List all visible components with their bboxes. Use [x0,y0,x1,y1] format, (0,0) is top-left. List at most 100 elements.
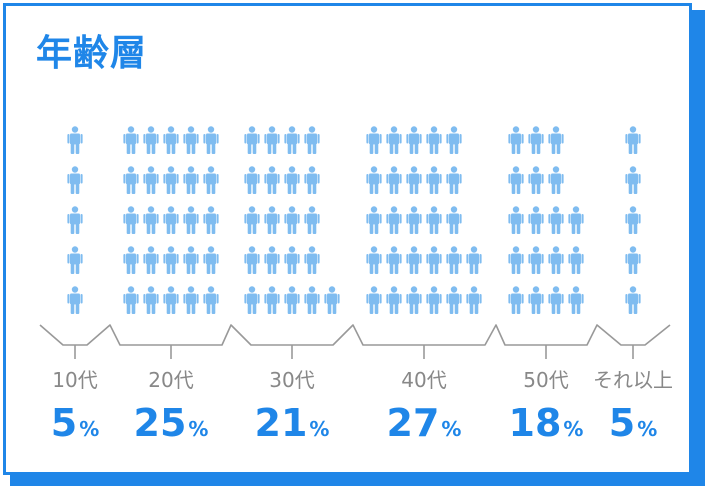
person-icon [406,246,421,274]
person-icon [528,246,543,274]
person-icon [426,166,441,194]
person-icon [508,206,523,234]
person-icon [163,206,178,234]
person-icon [366,126,381,154]
person-icon [123,246,138,274]
person-icon [406,286,421,314]
person-icon [67,286,82,314]
person-icon [304,166,319,194]
person-icon [366,166,381,194]
person-icon [386,166,401,194]
data-label: 27% [387,401,462,445]
person-icon [568,206,583,234]
person-icon [67,206,82,234]
person-icon [386,246,401,274]
person-icon [203,126,218,154]
person-icon [284,126,299,154]
person-icon [67,126,82,154]
category-label: 10代 [52,368,97,392]
person-icon [304,246,319,274]
person-icon [244,246,259,274]
person-icon [67,246,82,274]
category-label: それ以上 [593,368,673,392]
person-icon [264,206,279,234]
person-icon [446,126,461,154]
person-icon [244,286,259,314]
person-icon [143,286,158,314]
person-icon [386,286,401,314]
person-icon [528,286,543,314]
person-icon [244,166,259,194]
person-icon [244,206,259,234]
person-icon [203,286,218,314]
person-icon [548,246,563,274]
person-icon [625,206,640,234]
person-icon [426,286,441,314]
person-icon [143,246,158,274]
bar-3 [244,126,339,314]
person-icon [406,206,421,234]
person-icon [528,206,543,234]
person-icon [548,126,563,154]
person-icon [548,286,563,314]
person-icon [163,246,178,274]
axis-line [40,325,670,345]
person-icon [366,286,381,314]
person-icon [548,206,563,234]
person-icon [183,166,198,194]
person-icon [508,166,523,194]
person-icon [264,286,279,314]
person-icon [625,166,640,194]
data-label: 5% [609,401,658,445]
bar-2 [123,126,218,314]
person-icon [446,246,461,274]
person-icon [203,246,218,274]
bar-4 [366,126,481,314]
person-icon [123,286,138,314]
person-icon [304,206,319,234]
person-icon [426,126,441,154]
person-icon [324,286,339,314]
person-icon [264,126,279,154]
person-icon [67,166,82,194]
person-icon [446,286,461,314]
bar-5 [508,126,583,314]
person-icon [508,126,523,154]
person-icon [284,206,299,234]
person-icon [163,166,178,194]
person-icon [163,286,178,314]
person-icon [183,246,198,274]
person-icon [386,206,401,234]
data-label: 25% [134,401,209,445]
person-icon [143,126,158,154]
person-icon [183,286,198,314]
person-icon [284,246,299,274]
person-icon [244,126,259,154]
person-icon [466,286,481,314]
person-icon [203,166,218,194]
data-label: 21% [255,401,330,445]
category-label: 20代 [148,368,193,392]
bar-6 [625,126,640,314]
person-icon [426,246,441,274]
person-icon [568,246,583,274]
person-icon [366,206,381,234]
person-icon [123,126,138,154]
person-icon [625,246,640,274]
person-icon [123,206,138,234]
bar-1 [67,126,82,314]
person-icon [386,126,401,154]
category-label: 40代 [401,368,446,392]
category-label: 50代 [523,368,568,392]
category-label: 30代 [269,368,314,392]
person-icon [183,206,198,234]
data-label: 5% [51,401,100,445]
person-icon [304,126,319,154]
person-icon [264,166,279,194]
person-icon [466,246,481,274]
person-icon [264,246,279,274]
person-icon [528,126,543,154]
person-icon [366,246,381,274]
person-icon [528,166,543,194]
